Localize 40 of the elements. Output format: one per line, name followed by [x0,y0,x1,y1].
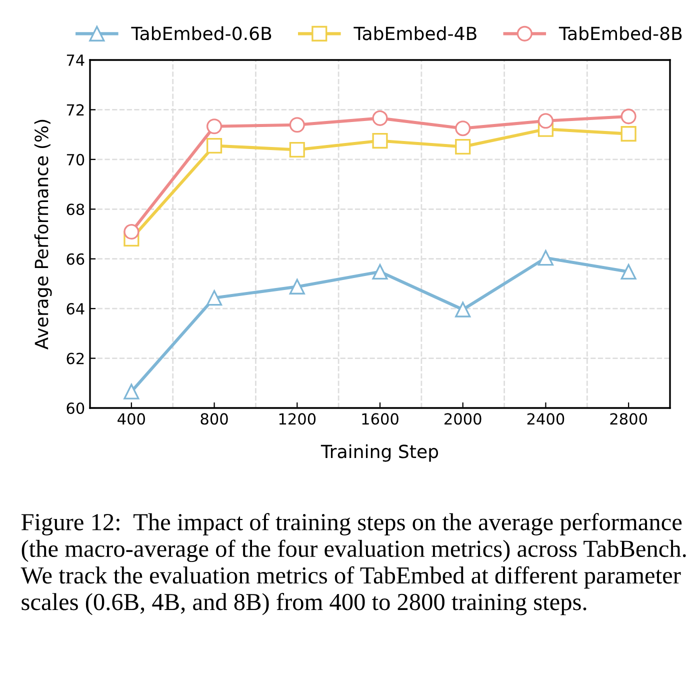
y-tick-label: 68 [66,204,84,216]
point [620,108,636,124]
x-tick-label: 2400 [527,413,564,425]
y-axis-title: Average Performance (%) [34,120,52,350]
point [620,126,636,142]
x-tick-label: 2800 [610,413,647,425]
point [289,142,305,158]
point [289,278,305,294]
y-tick-label: 66 [66,253,84,265]
legend-label: TabEmbed-8B [558,26,682,40]
y-tick-label: 62 [66,352,84,364]
y-tick-label: 60 [66,402,84,414]
point [455,138,471,155]
point [455,120,471,136]
point [372,110,388,126]
x-tick-label: 800 [200,413,228,425]
point [124,384,140,400]
point [206,290,222,306]
point [455,302,471,318]
x-tick-label: 2000 [444,413,482,425]
x-tick-label: 1600 [362,413,398,425]
point [124,224,140,240]
y-tick-label: 70 [66,154,84,166]
point [538,113,554,129]
caption: Figure 12: The impact of training steps on the average performance (the macro-average of the four evaluation metrics) across TabBench. We track the evaluation metrics of TabEmbed at different parameter scales (0.6B, 4B, and 8B) from 400 to 2800 training steps. [20,513,686,616]
x-tick-label: 400 [118,413,145,425]
y-tick-label: 72 [66,104,84,116]
point [372,133,388,149]
point [372,264,388,280]
legend-label: TabEmbed-0.6B [131,26,272,40]
point [206,118,222,134]
point [289,117,305,133]
legend-label: TabEmbed-4B [354,26,476,40]
point [206,138,222,154]
y-tick-label: 74 [66,54,84,66]
x-axis-title: Training Step [320,444,438,462]
x-tick-label: 1200 [279,413,316,425]
point [620,264,636,280]
point [538,250,554,266]
y-tick-label: 64 [66,303,84,315]
